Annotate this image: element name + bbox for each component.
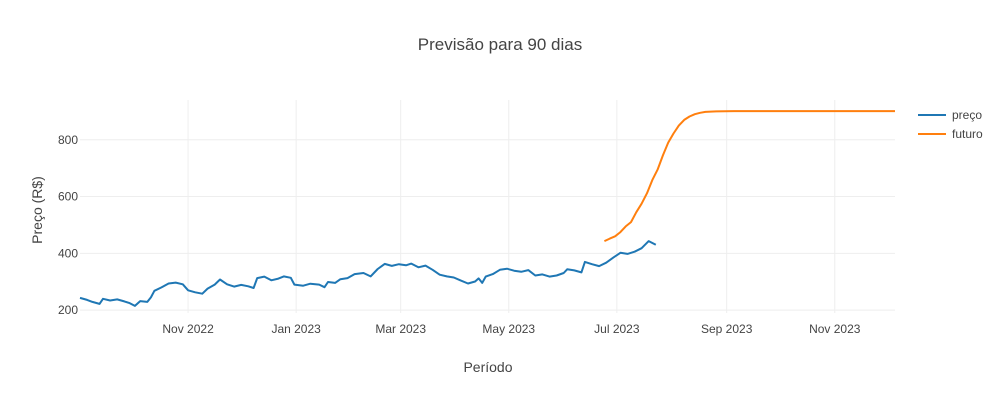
y-tick-label: 400 — [58, 246, 78, 260]
x-tick-label: Sep 2023 — [701, 322, 753, 336]
series-line-1 — [603, 110, 895, 243]
x-tick-label: Jul 2023 — [594, 322, 640, 336]
x-tick-label: Nov 2022 — [162, 322, 214, 336]
grid — [80, 100, 895, 313]
x-axis-title: Período — [463, 359, 512, 375]
x-axis: Nov 2022 Jan 2023 Mar 2023 May 2023 Jul 2023… — [162, 322, 860, 336]
y-tick-label: 800 — [58, 133, 78, 147]
x-tick-label: May 2023 — [482, 322, 535, 336]
x-tick-label: Mar 2023 — [375, 322, 426, 336]
legend: preço futuro — [918, 108, 983, 141]
y-axis-title: Preço (R$) — [29, 176, 45, 244]
y-tick-label: 200 — [58, 303, 78, 317]
chart-title: Previsão para 90 dias — [418, 35, 582, 54]
y-tick-label: 600 — [58, 190, 78, 204]
legend-label: preço — [952, 108, 982, 122]
legend-label: futuro — [952, 127, 983, 141]
plot-area — [79, 110, 895, 307]
x-tick-label: Nov 2023 — [809, 322, 861, 336]
y-axis: 200 400 600 800 — [58, 133, 78, 317]
series-line-0 — [79, 240, 657, 307]
x-tick-label: Jan 2023 — [271, 322, 321, 336]
